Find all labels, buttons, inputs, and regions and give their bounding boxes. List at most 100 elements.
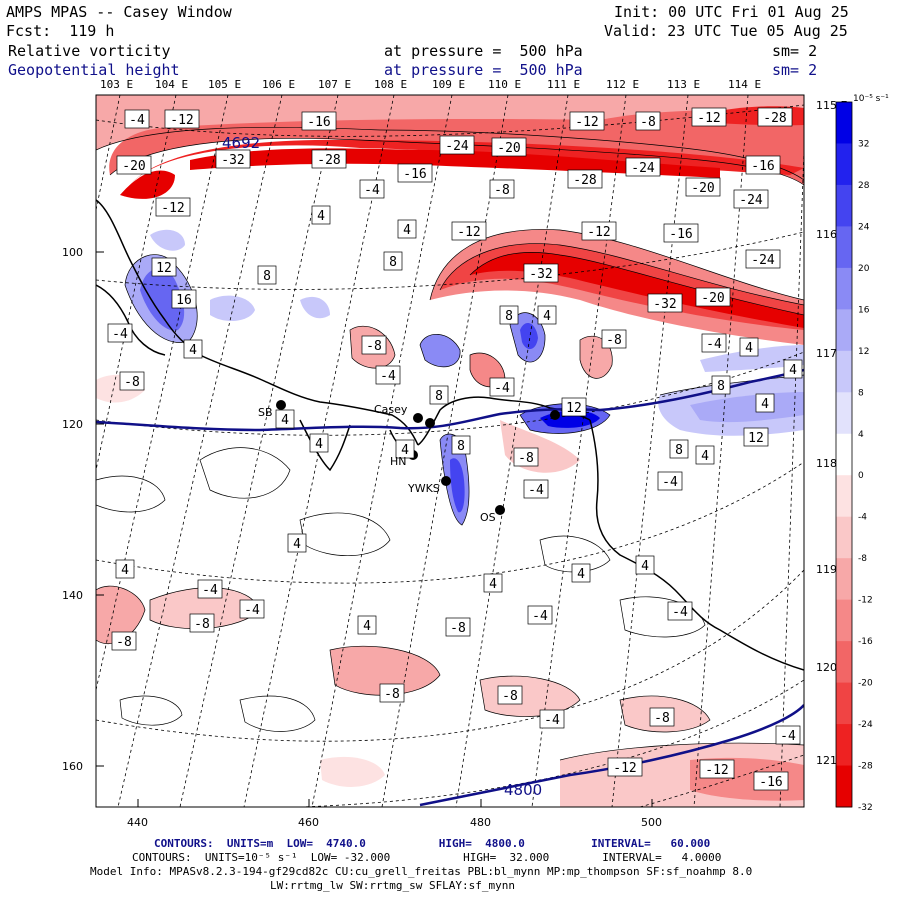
contour-label: -20 — [685, 177, 721, 197]
colorbar-swatch — [836, 558, 852, 601]
contour-label: -8 — [649, 707, 675, 727]
footer-vorticity-contours: CONTOURS: UNITS=10⁻⁵ s⁻¹ LOW= -32.000 HI… — [132, 851, 722, 864]
svg-text:-20: -20 — [691, 181, 714, 196]
svg-text:4: 4 — [121, 563, 129, 578]
svg-text:4: 4 — [403, 223, 411, 238]
contour-label: -4 — [375, 365, 401, 385]
contour-label: -12 — [691, 107, 727, 127]
contour-label: 8 — [257, 265, 277, 285]
svg-text:-24: -24 — [739, 193, 763, 208]
contour-label: -4 — [667, 601, 693, 621]
svg-text:-8: -8 — [384, 687, 400, 702]
contour-label: -4 — [359, 179, 385, 199]
svg-text:-24: -24 — [631, 161, 655, 176]
colorbar-level-label: 20 — [858, 264, 870, 274]
contour-label: 4 — [311, 205, 331, 225]
station-label-os: OS — [480, 511, 496, 524]
colorbar-level-label: 4 — [858, 430, 864, 440]
svg-text:-12: -12 — [587, 225, 610, 240]
contour-label: 8 — [383, 251, 403, 271]
field1-level: at pressure = 500 hPa — [384, 42, 583, 60]
svg-text:12: 12 — [748, 431, 764, 446]
svg-text:-4: -4 — [672, 605, 688, 620]
contour-label: -4 — [523, 479, 549, 499]
contour-label: 8 — [711, 375, 731, 395]
svg-text:8: 8 — [389, 255, 397, 270]
svg-text:4: 4 — [701, 449, 709, 464]
contour-label: 4 — [275, 409, 295, 429]
contour-label: 4 — [483, 573, 503, 593]
svg-text:-4: -4 — [494, 381, 510, 396]
lon-label: 103 E — [100, 78, 134, 91]
svg-text:-28: -28 — [317, 153, 340, 168]
svg-text:-8: -8 — [640, 115, 656, 130]
contour-label: -32 — [215, 149, 251, 169]
field2-smoothing: sm= 2 — [772, 61, 818, 79]
station-ywks-marker — [441, 476, 451, 486]
contour-label: 4 — [397, 219, 417, 239]
contour-label: 4 — [537, 305, 557, 325]
contour-label: 12 — [743, 427, 769, 447]
colorbar-swatch — [836, 516, 852, 559]
colorbar-unit: 10⁻⁵ s⁻¹ — [853, 94, 889, 104]
contour-label: -12 — [155, 197, 191, 217]
svg-text:8: 8 — [505, 309, 513, 324]
colorbar-swatch — [836, 226, 852, 269]
svg-text:4: 4 — [789, 363, 797, 378]
station-sb-marker — [276, 400, 286, 410]
svg-text:-4: -4 — [780, 729, 796, 744]
svg-text:-4: -4 — [532, 609, 548, 624]
contour-label: 4 — [571, 563, 591, 583]
contour-label: -8 — [489, 179, 515, 199]
colorbar-level-label: -12 — [858, 596, 873, 606]
height-label-4800: 4800 — [504, 781, 542, 799]
contour-label: -24 — [439, 135, 475, 155]
contour-label: -8 — [601, 329, 627, 349]
svg-text:-4: -4 — [129, 113, 145, 128]
svg-text:-32: -32 — [653, 297, 676, 312]
contour-label: -8 — [379, 683, 405, 703]
field2-level: at pressure = 500 hPa — [384, 61, 583, 79]
svg-text:-8: -8 — [450, 621, 466, 636]
contour-label: -4 — [107, 323, 133, 343]
svg-text:12: 12 — [156, 261, 172, 276]
svg-text:-4: -4 — [244, 603, 260, 618]
contour-label: -32 — [647, 293, 683, 313]
svg-text:-28: -28 — [763, 111, 786, 126]
svg-text:8: 8 — [717, 379, 725, 394]
lon-label: 104 E — [155, 78, 189, 91]
station-label-ywks: YWKS — [407, 482, 440, 495]
contour-label: -16 — [397, 163, 433, 183]
contour-label: -20 — [116, 155, 152, 175]
colorbar: 32 28 24 20 16 12 8 4 0 -4 -8 -12 -16 -20 -24 -28 -32 — [835, 101, 873, 813]
contour-label: -8 — [361, 335, 387, 355]
contour-label: -8 — [513, 447, 539, 467]
colorbar-swatch — [836, 599, 852, 642]
lon-label: 114 E — [728, 78, 762, 91]
colorbar-level-label: 8 — [858, 388, 864, 398]
station-label-sb: SB — [258, 406, 273, 419]
contour-label: -16 — [745, 155, 781, 175]
colorbar-swatch — [836, 433, 852, 476]
colorbar-level-label: -20 — [858, 679, 873, 689]
svg-text:4: 4 — [761, 397, 769, 412]
svg-text:8: 8 — [675, 443, 683, 458]
map-field: -4 -12 -16 -12 -8 -12 -28 -32 -20 -28 -2… — [96, 95, 804, 807]
lon-label: 113 E — [667, 78, 701, 91]
svg-text:-16: -16 — [307, 115, 330, 130]
colorbar-swatch — [836, 350, 852, 393]
contour-label: -8 — [445, 617, 471, 637]
svg-text:4: 4 — [189, 343, 197, 358]
svg-text:4: 4 — [489, 577, 497, 592]
svg-text:4: 4 — [293, 537, 301, 552]
svg-text:-4: -4 — [380, 369, 396, 384]
svg-text:-12: -12 — [613, 761, 636, 776]
contour-label: 8 — [499, 305, 519, 325]
svg-text:-16: -16 — [403, 167, 426, 182]
contour-label: 8 — [451, 435, 471, 455]
svg-text:4: 4 — [577, 567, 585, 582]
colorbar-level-label: 24 — [858, 222, 870, 232]
init-time: Init: 00 UTC Fri 01 Aug 25 — [614, 3, 849, 21]
x-axis-label: 460 — [298, 816, 319, 829]
station-label-casey: Casey — [374, 403, 408, 416]
